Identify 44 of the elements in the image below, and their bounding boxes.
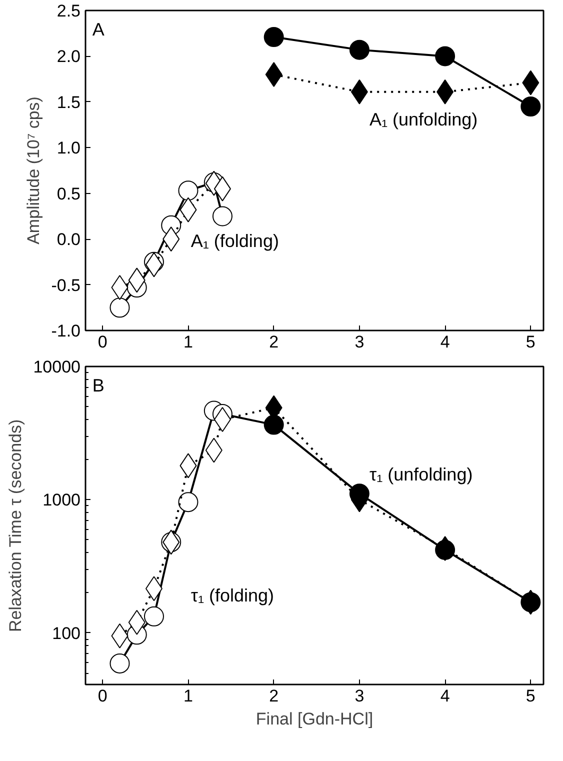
y-axis-title: Amplitude (10⁷ cps) <box>24 96 44 244</box>
y-tick-label: 1.5 <box>56 92 81 112</box>
x-tick-label: 4 <box>440 686 450 706</box>
point <box>178 492 198 512</box>
point <box>435 46 456 66</box>
x-tick-label: 4 <box>440 332 450 352</box>
y-tick-label: 100 <box>52 624 81 643</box>
annotation: A₁ (unfolding) <box>369 109 478 130</box>
annotation: τ₁ (unfolding) <box>369 464 473 485</box>
y-tick-label: 2.0 <box>56 47 81 66</box>
point <box>110 298 130 318</box>
point <box>349 40 370 60</box>
y-tick-label: -0.5 <box>51 276 81 295</box>
x-tick-label: 0 <box>98 332 108 352</box>
x-tick-label: 5 <box>526 686 536 706</box>
y-tick-label: 0.0 <box>56 230 81 250</box>
y-tick-label: -1.0 <box>51 322 81 340</box>
x-tick-label: 5 <box>526 332 536 352</box>
x-tick-label: 0 <box>98 686 108 706</box>
y-tick-label: 1.0 <box>56 138 81 158</box>
y-tick-label: 10000 <box>33 358 81 376</box>
x-tick-label: 3 <box>354 686 364 706</box>
point <box>212 206 232 226</box>
annotation: A₁ (folding) <box>190 230 279 251</box>
x-tick-label: 3 <box>354 332 364 352</box>
annotation: A <box>92 20 104 40</box>
point <box>265 62 282 87</box>
x-tick-label: 1 <box>184 332 193 352</box>
point <box>144 606 164 626</box>
x-tick-label: 2 <box>269 686 279 706</box>
x-axis-title: Final [Gdn-HCl] <box>256 710 374 728</box>
y-tick-label: 1000 <box>42 490 81 510</box>
y-tick-label: 2.5 <box>56 2 81 20</box>
annotation: B <box>92 376 104 396</box>
point <box>264 414 284 435</box>
x-tick-label: 1 <box>184 686 193 706</box>
point <box>178 180 198 201</box>
point <box>110 653 130 674</box>
annotation: τ₁ (folding) <box>190 585 274 606</box>
point <box>520 96 541 116</box>
y-axis-title: Relaxation Time τ (seconds) <box>6 419 26 632</box>
y-tick-label: 0.5 <box>56 184 81 204</box>
point <box>264 27 284 47</box>
x-tick-label: 2 <box>269 332 279 352</box>
